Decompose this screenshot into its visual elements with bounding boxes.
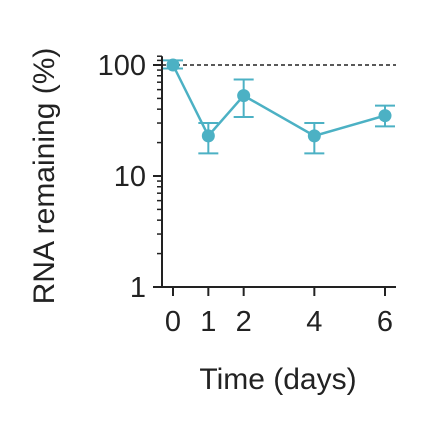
x-tick-label: 0	[165, 306, 181, 338]
x-tick-label: 1	[200, 306, 216, 338]
x-tick-label: 4	[306, 306, 322, 338]
axes	[153, 55, 396, 296]
data-point	[201, 129, 215, 143]
x-tick-label: 6	[377, 306, 393, 338]
series-line	[171, 64, 386, 139]
data-point	[307, 129, 321, 143]
y-tick-label: 100	[98, 50, 146, 82]
y-tick-label: 10	[114, 161, 146, 193]
series-layer	[163, 58, 395, 155]
data-point	[378, 109, 392, 123]
y-axis-title: RNA remaining (%)	[28, 48, 61, 305]
data-point	[166, 58, 180, 72]
x-tick-label: 2	[236, 306, 252, 338]
x-axis-title: Time (days)	[199, 363, 356, 396]
y-tick-label: 1	[130, 272, 146, 304]
data-point	[237, 89, 251, 103]
